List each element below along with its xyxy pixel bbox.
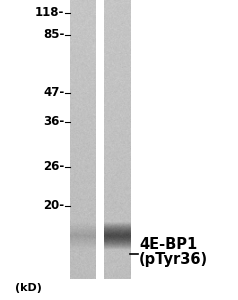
Text: 47-: 47- <box>43 86 64 100</box>
Text: 4E-BP1: 4E-BP1 <box>139 237 198 252</box>
Bar <box>96 0 104 279</box>
Bar <box>70 0 96 279</box>
Text: 20-: 20- <box>43 199 64 212</box>
Text: (pTyr36): (pTyr36) <box>139 252 208 267</box>
Text: 36-: 36- <box>43 115 64 128</box>
Text: (kD): (kD) <box>15 283 42 293</box>
Text: 85-: 85- <box>43 28 64 41</box>
Text: 118-: 118- <box>35 6 64 19</box>
Text: 26-: 26- <box>43 160 64 173</box>
Bar <box>104 0 130 279</box>
